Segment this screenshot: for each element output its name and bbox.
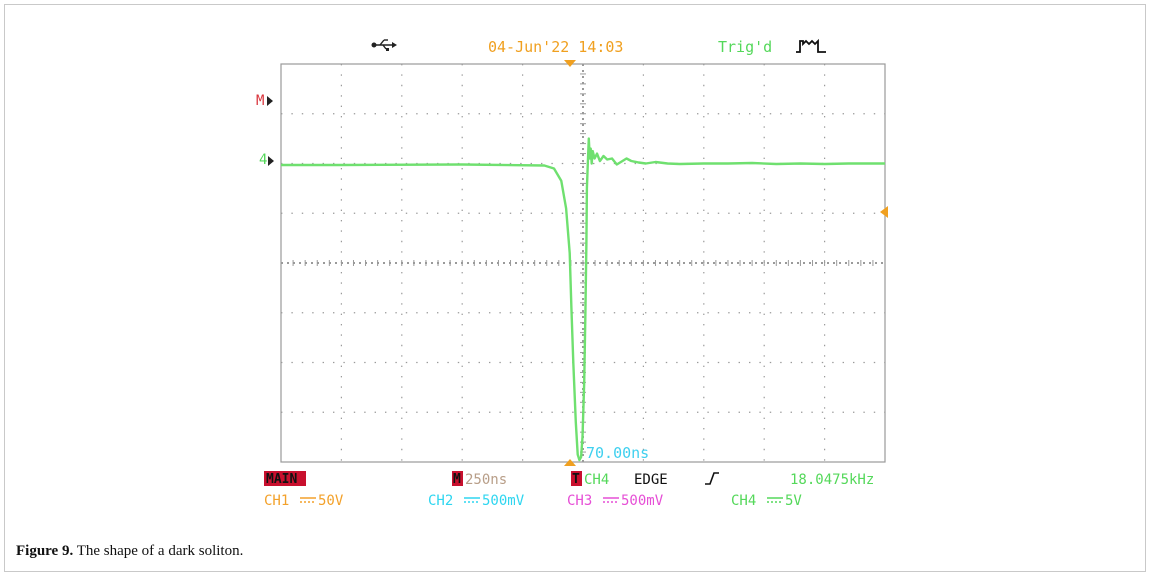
figure-caption: Figure 9. The shape of a dark soliton. — [16, 543, 243, 560]
math-marker: M — [256, 93, 264, 109]
usb-icon — [371, 39, 397, 51]
channel-scale-ch2: CH2 500mV — [428, 493, 525, 509]
oscilloscope-screen: 04-Jun'22 14:03 Trig'd M 4 70.00ns MAIN … — [256, 38, 888, 509]
ch4-trace — [281, 137, 885, 462]
grid — [280, 63, 886, 463]
frequency-label: 18.0475kHz — [790, 472, 874, 488]
timebase-label: 250ns — [465, 472, 507, 488]
cursor-delta-readout: 70.00ns — [586, 444, 649, 462]
channel-label: CH2 — [428, 493, 453, 509]
mode-badge — [264, 471, 306, 486]
timebase-prefix: M — [453, 472, 461, 487]
channel-label: CH3 — [567, 493, 592, 509]
trigger-prefix: T — [572, 472, 580, 487]
channel-label: CH1 — [264, 493, 289, 509]
rising-edge-icon — [705, 472, 719, 485]
channel-scale-value: 500mV — [621, 493, 664, 509]
math-marker-arrow — [267, 96, 273, 106]
plot-area — [280, 63, 886, 463]
timebase-badge — [452, 471, 463, 486]
ch4-marker-arrow — [268, 156, 274, 166]
trigger-level-marker — [880, 206, 888, 218]
pulse-wave-icon — [796, 38, 826, 53]
caption-label: Figure 9. — [16, 543, 74, 559]
ch4-marker: 4 — [259, 152, 267, 168]
trigger-position-marker-bottom — [564, 459, 576, 466]
trig-status-label: Trig'd — [718, 38, 772, 56]
mode-label: MAIN — [266, 472, 297, 487]
trigger-badge — [571, 471, 582, 486]
channel-scale-ch4: CH4 5V — [731, 493, 802, 509]
datetime-label: 04-Jun'22 14:03 — [488, 38, 623, 56]
trigger-type-label: EDGE — [634, 472, 668, 488]
channel-scale-value: 5V — [785, 493, 802, 509]
figure-frame — [4, 4, 1146, 572]
channel-scale-ch3: CH3 500mV — [567, 493, 664, 509]
trigger-source-label: CH4 — [584, 472, 609, 488]
channel-scale-value: 500mV — [482, 493, 525, 509]
channel-scale-ch1: CH1 50V — [264, 493, 344, 509]
channel-label: CH4 — [731, 493, 756, 509]
trigger-position-marker — [564, 60, 576, 67]
channel-scales: CH1 50V CH2 500mV CH3 500mV CH4 5V — [264, 493, 802, 509]
caption-text: The shape of a dark soliton. — [73, 543, 244, 559]
channel-scale-value: 50V — [318, 493, 344, 509]
